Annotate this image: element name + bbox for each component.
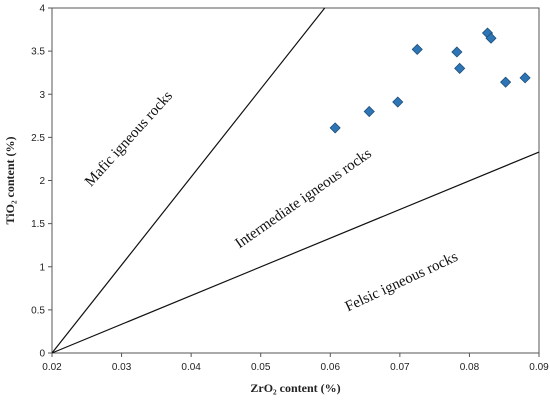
data-point	[392, 96, 404, 108]
data-point	[519, 72, 531, 84]
y-tick-label: 2.5	[31, 133, 45, 144]
x-tick-label: 0.04	[181, 362, 201, 373]
data-point	[485, 32, 497, 44]
data-point	[329, 122, 341, 134]
x-tick-label: 0.06	[321, 362, 341, 373]
boundary-line	[51, 7, 326, 354]
data-point	[500, 76, 512, 88]
y-tick-label: 0.5	[31, 305, 45, 316]
data-point	[411, 43, 423, 55]
data-point	[451, 46, 463, 58]
y-tick-label: 0	[39, 349, 45, 360]
y-tick-label: 2	[39, 176, 45, 187]
region-label: Felsic igneous rocks	[343, 249, 461, 315]
region-label: Mafic igneous rocks	[82, 88, 176, 190]
x-axis-title: ZrO₂ content (%)	[250, 381, 340, 395]
plot-border	[51, 7, 540, 354]
region-label: Intermediate igneous rocks	[233, 146, 375, 252]
y-tick-label: 3	[39, 90, 45, 101]
data-point	[363, 105, 375, 118]
region-labels: Mafic igneous rocks Intermediate igneous …	[82, 88, 461, 315]
x-axis-ticks: 0.02 0.03 0.04 0.05 0.06 0.07 0.08 0.09	[42, 353, 549, 373]
boundary-lines	[51, 7, 540, 354]
y-tick-label: 3.5	[31, 47, 45, 58]
plot-frame	[51, 7, 540, 354]
y-axis-title: TiO₂ content (%)	[3, 136, 17, 224]
x-tick-label: 0.05	[251, 362, 271, 373]
x-tick-label: 0.09	[529, 362, 549, 373]
data-point	[454, 62, 466, 74]
x-tick-label: 0.02	[42, 362, 62, 373]
boundary-line	[51, 151, 540, 354]
data-points	[329, 27, 531, 134]
y-axis-ticks: 0 0.5 1 1.5 2 2.5 3 3.5 4	[31, 4, 52, 360]
y-tick-label: 1	[39, 262, 45, 273]
y-tick-label: 4	[39, 4, 45, 15]
x-tick-label: 0.08	[460, 362, 480, 373]
x-tick-label: 0.03	[112, 362, 132, 373]
y-tick-label: 1.5	[31, 219, 45, 230]
x-tick-label: 0.07	[390, 362, 410, 373]
